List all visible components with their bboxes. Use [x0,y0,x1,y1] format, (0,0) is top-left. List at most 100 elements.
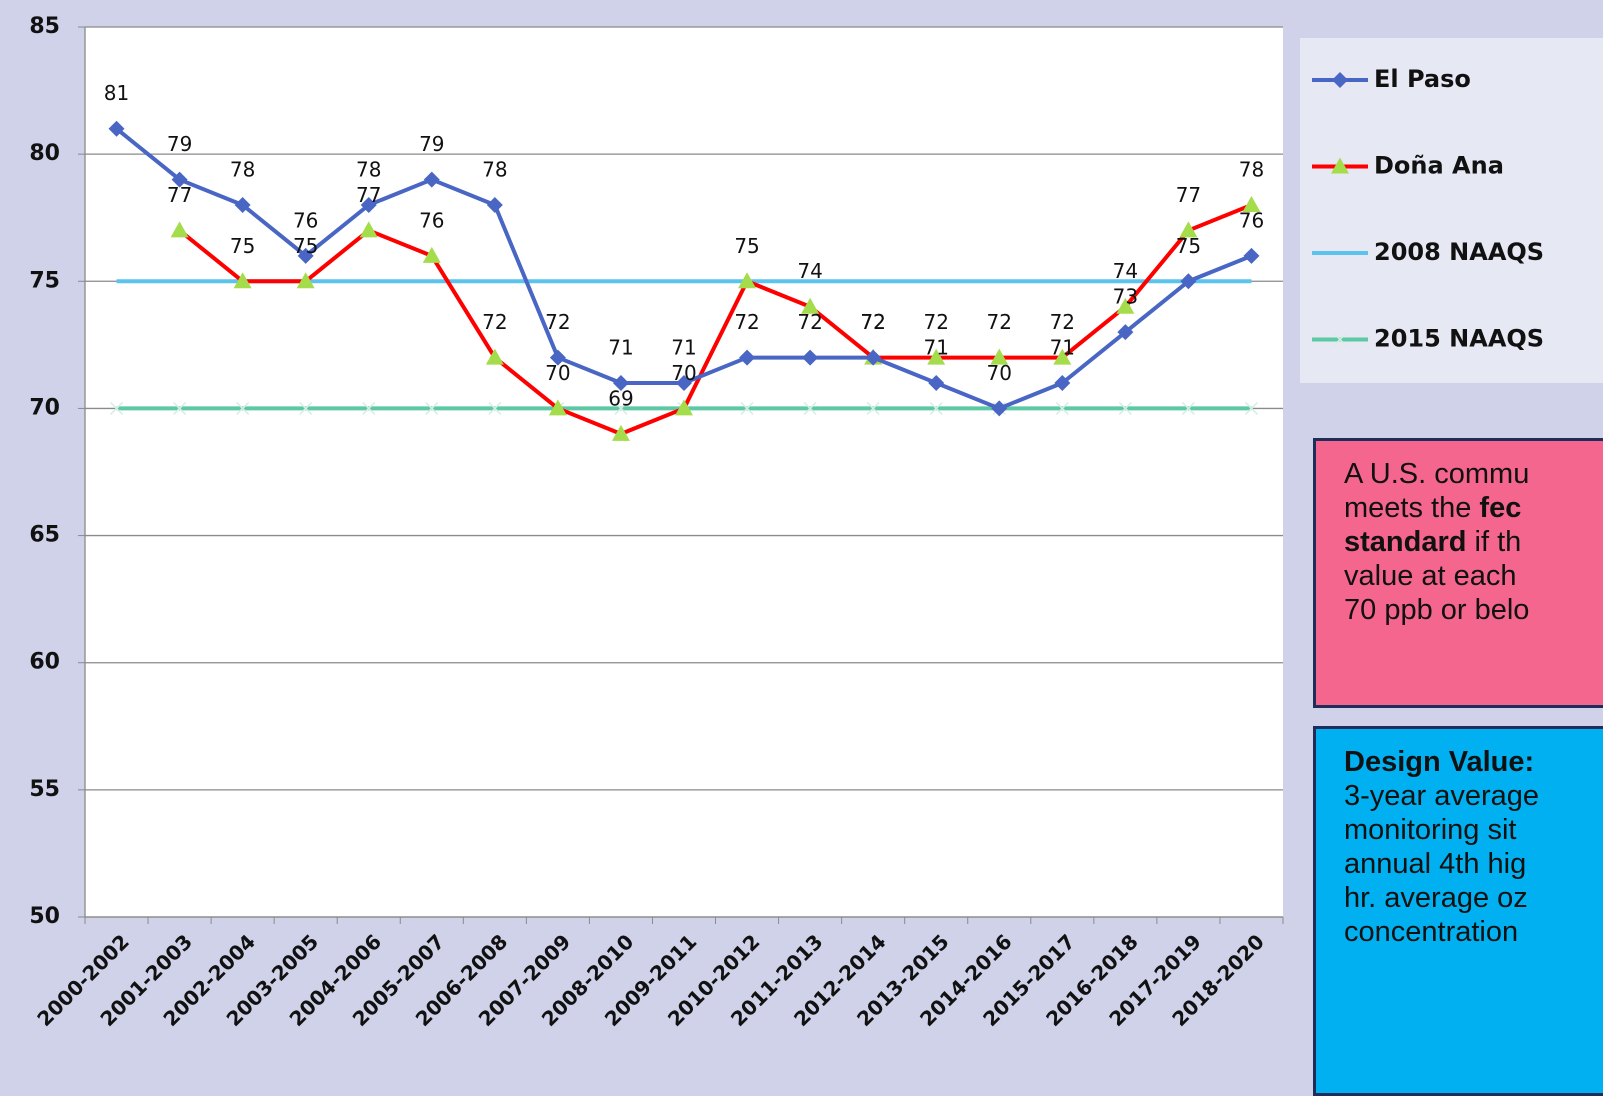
point [1179,221,1198,238]
series-line [178,203,1253,436]
note-box: Design Value: 3-year average monitoring si… [1313,726,1603,1096]
data-label: 76 [419,208,444,232]
point [739,349,756,366]
data-label: 72 [860,310,885,334]
note-text: concentration [1344,916,1519,948]
y-tick-label: 80 [29,141,60,166]
point [488,401,502,415]
note-text: meets the [1344,492,1480,524]
point [1116,297,1135,314]
point [611,424,630,441]
point [362,401,376,415]
data-label: 71 [608,336,633,360]
point [425,401,439,415]
data-label: 71 [923,336,948,360]
data-label: 69 [608,386,633,410]
legend-label: El Paso [1374,65,1471,93]
data-label: 70 [545,361,570,385]
point [614,401,628,415]
point [485,348,504,365]
data-label: 72 [734,310,759,334]
y-tick-label: 70 [29,395,60,420]
point [1054,375,1071,391]
point [109,401,124,415]
point [548,399,567,416]
note-text: 70 ppb or belo [1344,594,1530,626]
point [423,171,440,188]
note-text: fec [1479,492,1522,524]
data-label: 70 [671,361,696,385]
point [1244,401,1259,415]
point [1118,401,1132,415]
note-text: annual 4th hig [1344,848,1527,880]
data-label: 74 [1113,259,1138,283]
note-line: hr. average oz [1344,881,1603,915]
y-tick-label: 55 [29,777,60,802]
point [740,401,754,415]
point [549,349,566,366]
data-label: 77 [1176,183,1201,207]
data-label: 72 [545,310,570,334]
legend-marker [1332,72,1348,88]
data-label: 77 [356,183,381,207]
legend-box [1300,38,1603,383]
data-label: 81 [104,81,129,105]
point [299,401,313,415]
data-label: 74 [797,259,822,283]
data-label: 75 [734,234,759,258]
point [236,401,250,415]
point [360,197,377,213]
y-tick-label: 60 [29,650,60,675]
point [1243,247,1260,264]
point [422,246,441,263]
note-text: standard [1344,526,1467,558]
note-line: annual 4th hig [1344,847,1603,881]
point [802,349,819,366]
point [929,401,943,415]
point [173,401,187,415]
point [865,349,882,366]
point [1242,196,1261,212]
data-label: 75 [293,234,318,258]
point [1117,324,1134,341]
point [234,197,251,213]
y-tick-label: 50 [29,904,60,929]
legend-label: 2008 NAAQS [1374,238,1544,266]
point [990,348,1009,365]
point [1181,401,1195,415]
note-text: if th [1466,526,1522,558]
data-label: 79 [419,132,444,156]
data-label: 71 [671,336,696,360]
note-text: A U.S. commu [1344,458,1530,490]
point [171,171,188,188]
plot-area [85,27,1283,917]
point [233,272,252,289]
point [991,400,1008,417]
note-line: standard if th [1344,525,1603,559]
point [108,120,125,137]
data-label: 76 [293,208,318,232]
point [803,401,817,415]
y-tick-label: 85 [29,14,60,39]
note-line: concentration [1344,915,1603,949]
point [927,348,946,365]
note-line: value at each [1344,559,1603,593]
data-label: 72 [1050,310,1075,334]
data-label: 78 [356,158,381,182]
legend-marker [1333,332,1347,347]
y-tick-label: 75 [29,268,60,293]
point [675,399,693,416]
note-line: 70 ppb or belo [1344,593,1603,627]
point [1180,273,1197,290]
note-box: A U.S. commu meets the fec standard if th v… [1313,438,1603,708]
data-label: 73 [1113,285,1138,309]
note-line: monitoring sit [1344,813,1603,847]
data-label: 72 [797,310,822,334]
note-text: Design Value: [1344,746,1535,778]
note-text: value at each [1344,560,1517,592]
point [359,221,378,238]
data-label: 79 [167,132,192,156]
legend-label: Doña Ana [1374,152,1504,180]
